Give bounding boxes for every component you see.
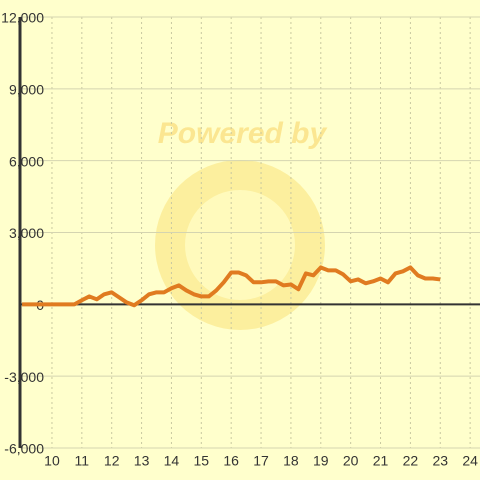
x-tick-label: 16 bbox=[223, 453, 239, 469]
x-tick-label: 20 bbox=[343, 453, 359, 469]
x-tick-label: 23 bbox=[432, 453, 448, 469]
x-tick-label: 11 bbox=[75, 453, 90, 469]
watermark-logo bbox=[155, 160, 325, 330]
y-tick-label: 12,000 bbox=[1, 10, 44, 26]
data-line bbox=[22, 265, 441, 308]
watermark: Powered by bbox=[158, 117, 328, 150]
x-tick-label: 12 bbox=[104, 453, 120, 469]
x-tick-label: 24 bbox=[462, 453, 478, 469]
x-tick-label: 15 bbox=[194, 453, 210, 469]
x-tick-label: 10 bbox=[44, 453, 60, 469]
x-tick-label: 14 bbox=[164, 453, 180, 469]
y-tick-label: 6,000 bbox=[9, 153, 44, 169]
y-tick-label: -3,000 bbox=[4, 369, 44, 385]
x-tick-label: 22 bbox=[403, 453, 419, 469]
y-tick-label: 3,000 bbox=[9, 225, 44, 241]
x-tick-label: 19 bbox=[313, 453, 329, 469]
x-tick-label: 13 bbox=[134, 453, 150, 469]
x-tick-label: 21 bbox=[373, 453, 389, 469]
y-tick-label: -6,000 bbox=[4, 441, 44, 457]
x-tick-label: 18 bbox=[283, 453, 299, 469]
y-tick-label: 9,000 bbox=[9, 82, 44, 98]
x-tick-label: 17 bbox=[253, 453, 269, 469]
